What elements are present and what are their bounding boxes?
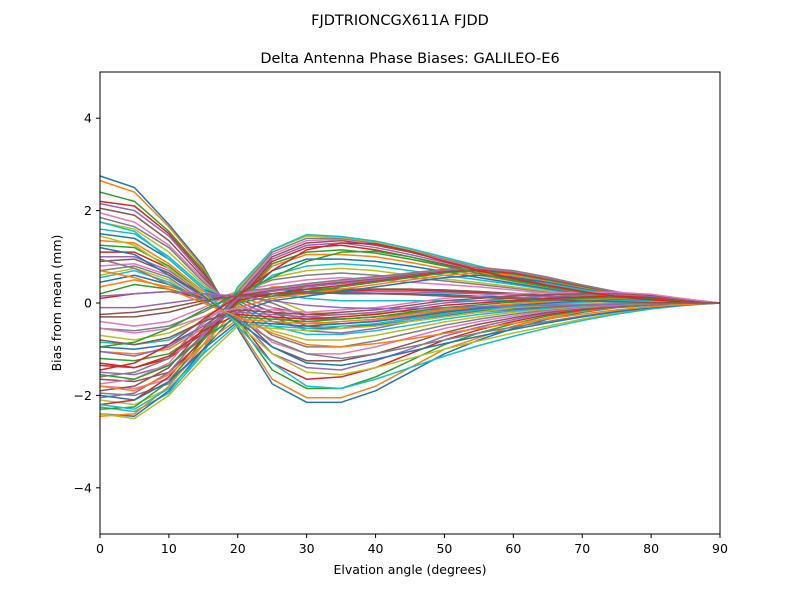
x-tick-label: 60 <box>505 541 521 556</box>
series-line-64 <box>100 242 720 371</box>
series-line-57 <box>100 291 720 334</box>
x-axis-ticks: 0 10 20 30 40 50 60 70 80 90 <box>96 534 728 556</box>
figure-suptitle: FJDTRIONCGX611A FJDD <box>311 13 489 29</box>
x-tick-label: 80 <box>643 541 659 556</box>
x-tick-label: 40 <box>368 541 384 556</box>
series-layer <box>100 175 720 420</box>
y-tick-label: 2 <box>84 203 92 218</box>
y-tick-label: 0 <box>84 296 92 311</box>
y-tick-label: −2 <box>74 388 92 403</box>
series-line-66 <box>100 292 720 316</box>
series-line-65 <box>100 290 720 310</box>
series-line-61 <box>100 246 720 367</box>
series-line-56 <box>100 292 720 346</box>
x-tick-label: 20 <box>230 541 246 556</box>
x-axis-label: Elvation angle (degrees) <box>333 562 486 577</box>
y-axis-label: Bias from mean (mm) <box>49 235 64 372</box>
chart-title: Delta Antenna Phase Biases: GALILEO-E6 <box>260 51 559 67</box>
series-line-60 <box>100 221 720 390</box>
x-tick-label: 70 <box>574 541 590 556</box>
x-tick-label: 50 <box>436 541 452 556</box>
y-tick-label: −4 <box>74 480 92 495</box>
series-line-62 <box>100 269 720 348</box>
y-axis-ticks: −4 −2 0 2 4 <box>74 111 100 495</box>
series-line-55 <box>100 293 720 357</box>
series-line-51 <box>100 298 720 401</box>
x-tick-label: 30 <box>299 541 315 556</box>
series-line-50 <box>100 299 720 411</box>
y-tick-label: 4 <box>84 111 92 126</box>
x-tick-label: 90 <box>712 541 728 556</box>
x-tick-label: 10 <box>161 541 177 556</box>
series-line-52 <box>100 297 720 392</box>
x-tick-label: 0 <box>96 541 104 556</box>
